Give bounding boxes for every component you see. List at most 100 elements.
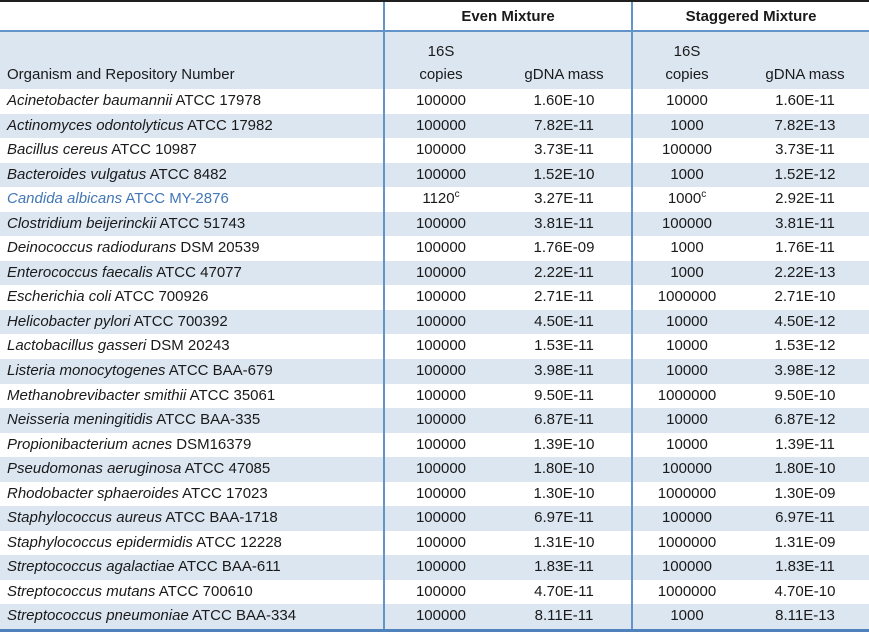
even-16s-copies-cell: 100000 <box>383 285 497 310</box>
even-16s-copies-cell: 100000 <box>383 236 497 261</box>
table-row: Bacillus cereus ATCC 10987 100000 3.73E-11… <box>0 138 869 163</box>
table-row: Staphylococcus aureus ATCC BAA-1718 10000… <box>0 506 869 531</box>
staggered-16s-copies-cell: 10000 <box>631 89 741 114</box>
even-gdna-mass-cell: 3.98E-11 <box>497 359 631 384</box>
organism-cell: Rhodobacter sphaeroides ATCC 17023 <box>0 481 383 507</box>
even-gdna-mass-cell: 4.70E-11 <box>497 579 631 605</box>
even-gdna-mass-cell: 1.31E-10 <box>497 530 631 556</box>
species-name: Pseudomonas aeruginosa <box>7 460 182 478</box>
staggered-16s-copies-cell: 10000 <box>631 359 741 384</box>
staggered-gdna-mass-cell: 2.71E-10 <box>741 285 869 310</box>
even-16s-copies-cell: 100000 <box>383 457 497 482</box>
even-gdna-mass-cell: 3.81E-11 <box>497 211 631 237</box>
even-gdna-mass-cell: 2.71E-11 <box>497 285 631 310</box>
staggered-mixture-group-header: Staggered Mixture <box>631 2 869 32</box>
staggered-16s-copies-cell: 1000 <box>631 162 741 188</box>
table-body: Acinetobacter baumannii ATCC 17978 100000… <box>0 89 869 630</box>
staggered-gdna-mass-cell: 1.60E-11 <box>741 89 869 114</box>
16s-label-line1: 16S <box>427 42 455 60</box>
organism-cell: Bacillus cereus ATCC 10987 <box>0 138 383 163</box>
table-row: Rhodobacter sphaeroides ATCC 17023 100000… <box>0 481 869 507</box>
even-16s-copies-cell: 100000 <box>383 506 497 531</box>
staggered-gdna-mass-cell: 1.83E-11 <box>741 555 869 580</box>
table-row: Candida albicans ATCC MY-2876 1120c 3.27E-… <box>0 187 869 212</box>
even-16s-copies-cell: 100000 <box>383 604 497 630</box>
even-16s-copies-cell: 100000 <box>383 113 497 139</box>
organism-cell: Staphylococcus aureus ATCC BAA-1718 <box>0 506 383 531</box>
staggered-gdna-mass-cell: 1.30E-09 <box>741 481 869 507</box>
even-16s-copies-cell: 100000 <box>383 555 497 580</box>
table-row: Helicobacter pylori ATCC 700392 100000 4.5… <box>0 309 869 335</box>
staggered-gdna-mass-cell: 1.53E-12 <box>741 334 869 360</box>
even-gdna-mass-cell: 1.80E-10 <box>497 457 631 482</box>
organism-cell: Listeria monocytogenes ATCC BAA-679 <box>0 359 383 384</box>
staggered-16s-copies-cell: 1000000 <box>631 383 741 409</box>
even-gdna-mass-cell: 4.50E-11 <box>497 309 631 335</box>
species-name: Bacteroides vulgatus <box>7 165 147 183</box>
table-row: Streptococcus pneumoniae ATCC BAA-334 100… <box>0 604 869 630</box>
even-16s-copies-cell: 100000 <box>383 309 497 335</box>
staggered-gdna-mass-cell: 3.98E-12 <box>741 359 869 384</box>
16s-label-line2: copies <box>665 65 709 83</box>
organism-cell: Helicobacter pylori ATCC 700392 <box>0 309 383 335</box>
staggered-16s-copies-cell: 1000000 <box>631 285 741 310</box>
organism-cell: Neisseria meningitidis ATCC BAA-335 <box>0 408 383 433</box>
organism-cell: Escherichia coli ATCC 700926 <box>0 285 383 310</box>
species-name: Staphylococcus aureus <box>7 509 163 527</box>
species-name: Lactobacillus gasseri <box>7 337 147 355</box>
species-name: Streptococcus agalactiae <box>7 558 175 576</box>
species-name: Bacillus cereus <box>7 141 108 159</box>
staggered-gdna-mass-cell: 4.70E-10 <box>741 579 869 605</box>
even-gdna-mass-cell: 1.39E-10 <box>497 432 631 458</box>
even-16s-copies-cell: 1120c <box>383 187 497 212</box>
16s-label-line2: copies <box>419 65 463 83</box>
table-row: Neisseria meningitidis ATCC BAA-335 10000… <box>0 408 869 433</box>
organism-cell: Lactobacillus gasseri DSM 20243 <box>0 334 383 360</box>
table-row: Streptococcus mutans ATCC 700610 100000 4.… <box>0 579 869 605</box>
staggered-16s-copies-cell: 100000 <box>631 138 741 163</box>
even-gdna-mass-cell: 6.87E-11 <box>497 408 631 433</box>
group-header-row: Even Mixture Staggered Mixture <box>0 2 869 32</box>
even-gdna-mass-cell: 1.30E-10 <box>497 481 631 507</box>
even-16s-copies-cell: 100000 <box>383 432 497 458</box>
species-name: Clostridium beijerinckii <box>7 214 157 232</box>
table-row: Methanobrevibacter smithii ATCC 35061 100… <box>0 383 869 409</box>
organism-cell: Propionibacterium acnes DSM16379 <box>0 432 383 458</box>
staggered-16s-copies-cell: 1000 <box>631 604 741 630</box>
even-16s-copies-cell: 100000 <box>383 89 497 114</box>
table-row: Actinomyces odontolyticus ATCC 17982 1000… <box>0 113 869 139</box>
footnote-marker: c <box>701 189 707 201</box>
table-row: Escherichia coli ATCC 700926 100000 2.71E-… <box>0 285 869 310</box>
even-16s-copies-cell: 100000 <box>383 408 497 433</box>
staggered-gdna-mass-cell: 1.39E-11 <box>741 432 869 458</box>
organism-cell: Streptococcus agalactiae ATCC BAA-611 <box>0 555 383 580</box>
organism-cell: Methanobrevibacter smithii ATCC 35061 <box>0 383 383 409</box>
even-gdna-mass-cell: 3.73E-11 <box>497 138 631 163</box>
species-name: Deinococcus radiodurans <box>7 239 177 257</box>
staggered-16s-copies-cell: 100000 <box>631 555 741 580</box>
table-row: Acinetobacter baumannii ATCC 17978 100000… <box>0 89 869 114</box>
species-name: Rhodobacter sphaeroides <box>7 484 179 502</box>
staggered-16s-copies-cell: 1000 <box>631 260 741 286</box>
table-row: Clostridium beijerinckii ATCC 51743 10000… <box>0 211 869 237</box>
staggered-16s-copies-cell: 1000 <box>631 113 741 139</box>
even-16s-copies-cell: 100000 <box>383 260 497 286</box>
table-row: Staphylococcus epidermidis ATCC 12228 100… <box>0 530 869 556</box>
table-row: Listeria monocytogenes ATCC BAA-679 10000… <box>0 359 869 384</box>
staggered-gdna-mass-cell: 3.73E-11 <box>741 138 869 163</box>
even-gdna-mass-cell: 2.22E-11 <box>497 260 631 286</box>
species-name: Staphylococcus epidermidis <box>7 533 193 551</box>
organism-cell: Deinococcus radiodurans DSM 20539 <box>0 236 383 261</box>
organism-cell: Staphylococcus epidermidis ATCC 12228 <box>0 530 383 556</box>
even-mixture-group-header: Even Mixture <box>383 2 631 32</box>
even-16s-copies-cell: 100000 <box>383 481 497 507</box>
organism-cell: Enterococcus faecalis ATCC 47077 <box>0 260 383 286</box>
even-gdna-mass-cell: 8.11E-11 <box>497 604 631 630</box>
staggered-16s-copies-column-header: 16S copies <box>631 32 741 89</box>
even-16s-copies-column-header: 16S copies <box>383 32 497 89</box>
species-name: Enterococcus faecalis <box>7 263 153 281</box>
organism-cell: Clostridium beijerinckii ATCC 51743 <box>0 211 383 237</box>
column-header-row: Organism and Repository Number 16S copie… <box>0 32 869 89</box>
staggered-16s-copies-cell: 10000 <box>631 432 741 458</box>
